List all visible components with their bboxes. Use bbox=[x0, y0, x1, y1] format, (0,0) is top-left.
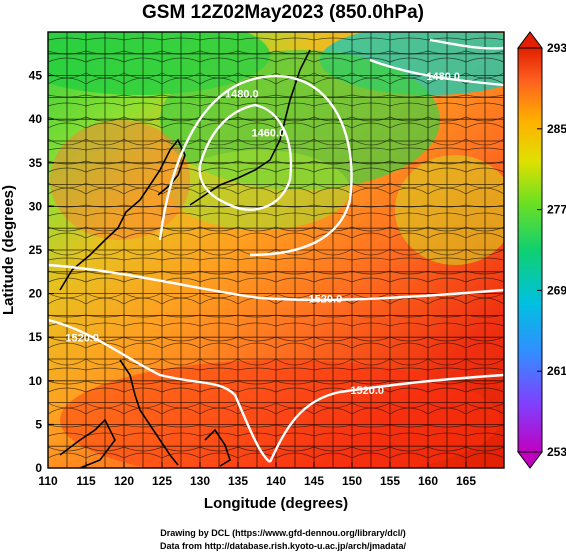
colorbar-label: 293 bbox=[547, 41, 566, 55]
y-tick-label: 35 bbox=[29, 156, 43, 170]
streamline bbox=[48, 432, 504, 437]
streamline bbox=[48, 102, 504, 107]
streamline bbox=[48, 187, 504, 195]
streamline bbox=[48, 167, 504, 173]
x-axis-title: Longitude (degrees) bbox=[204, 495, 348, 512]
streamline bbox=[48, 147, 504, 151]
y-tick-label: 5 bbox=[35, 417, 42, 431]
streamline bbox=[48, 57, 504, 63]
colorbar-label: 261 bbox=[547, 364, 566, 378]
y-tick-label: 15 bbox=[29, 330, 43, 344]
colorbar: 293 285 277 269 261 253 bbox=[517, 31, 566, 469]
streamline bbox=[48, 387, 504, 393]
streamline bbox=[48, 116, 504, 122]
y-axis-title: Latitude (degrees) bbox=[0, 185, 17, 315]
colorbar-label: 269 bbox=[547, 283, 566, 297]
streamline bbox=[48, 37, 504, 41]
streamline bbox=[48, 232, 504, 239]
colorbar-top-arrow bbox=[517, 31, 543, 49]
streamline bbox=[48, 342, 504, 349]
x-tick-label: 110 bbox=[38, 474, 58, 488]
streamline bbox=[48, 380, 504, 385]
y-tick-label: 25 bbox=[29, 243, 43, 257]
x-tick-label: 165 bbox=[456, 474, 476, 488]
streamline bbox=[48, 248, 504, 256]
colorbar-bottom-arrow bbox=[517, 451, 543, 469]
streamline bbox=[48, 277, 504, 283]
x-tick-label: 120 bbox=[114, 474, 134, 488]
streamline bbox=[48, 160, 504, 165]
x-tick-label: 155 bbox=[380, 474, 400, 488]
streamline bbox=[48, 212, 504, 217]
y-axis: 0 5 10 15 20 25 30 35 40 45 bbox=[29, 69, 54, 475]
streamline bbox=[48, 204, 504, 208]
contour-label: 1520.0 bbox=[309, 293, 343, 305]
y-tick-label: 10 bbox=[29, 374, 43, 388]
geopotential-contours bbox=[48, 38, 504, 463]
credit-data: Data from http://database.rish.kyoto-u.a… bbox=[159, 541, 407, 551]
colorbar-label: 253 bbox=[547, 445, 566, 459]
streamline bbox=[48, 270, 504, 275]
y-tick-label: 40 bbox=[29, 112, 43, 126]
x-tick-label: 135 bbox=[228, 474, 248, 488]
contour-label: 1460.0 bbox=[252, 128, 286, 140]
streamline bbox=[48, 358, 504, 366]
contour-label: 1480.0 bbox=[225, 88, 259, 100]
x-tick-label: 140 bbox=[266, 474, 286, 488]
streamline bbox=[48, 424, 504, 428]
colorbar-label: 285 bbox=[547, 122, 566, 136]
streamline bbox=[48, 122, 504, 129]
streamline bbox=[48, 446, 504, 452]
x-axis: 110 115 120 125 130 135 140 145 150 155 160 165 bbox=[38, 462, 476, 488]
x-tick-label: 130 bbox=[190, 474, 210, 488]
streamline bbox=[48, 407, 504, 415]
map-title: GSM 12Z02May2023 (850.0hPa) bbox=[142, 2, 424, 23]
contour-label: 1480.0 bbox=[426, 71, 460, 83]
streamline bbox=[48, 50, 504, 55]
streamline bbox=[48, 452, 504, 459]
graticule bbox=[48, 32, 504, 468]
y-tick-label: 30 bbox=[29, 199, 43, 213]
y-tick-label: 0 bbox=[35, 461, 42, 475]
x-tick-label: 145 bbox=[304, 474, 324, 488]
colorbar-bar bbox=[517, 47, 543, 453]
contour-label: 1520.0 bbox=[65, 333, 99, 345]
y-tick-label: 45 bbox=[29, 69, 43, 83]
streamline bbox=[48, 314, 504, 318]
y-tick-label: 20 bbox=[29, 287, 43, 301]
contour-label: 1520.0 bbox=[350, 385, 384, 397]
x-tick-label: 160 bbox=[418, 474, 438, 488]
x-tick-label: 125 bbox=[152, 474, 172, 488]
streamline bbox=[48, 257, 504, 261]
streamline bbox=[48, 94, 504, 98]
contour-labels: 1520.0 1520.0 1520.0 1460.0 1480.0 1480.0 bbox=[65, 71, 460, 397]
streamline bbox=[48, 297, 504, 305]
x-tick-label: 150 bbox=[342, 474, 362, 488]
streamline bbox=[48, 226, 504, 232]
streamline bbox=[48, 138, 504, 146]
credit-drawing: Drawing by DCL (https://www.gfd-dennou.o… bbox=[160, 528, 406, 538]
streamline bbox=[48, 322, 504, 327]
colorbar-label: 277 bbox=[547, 203, 566, 217]
temperature-field bbox=[48, 32, 504, 468]
coastlines bbox=[59, 49, 311, 468]
streamline bbox=[48, 336, 504, 342]
x-tick-label: 115 bbox=[76, 474, 96, 488]
